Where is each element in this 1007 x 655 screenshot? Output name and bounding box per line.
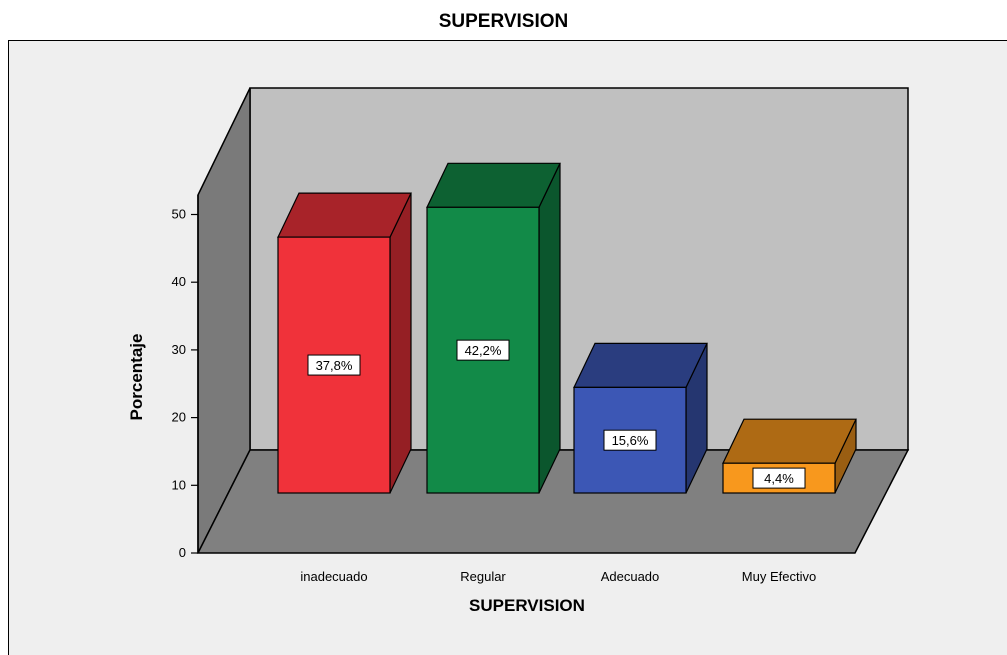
- data-label-box: [307, 354, 361, 376]
- y-tick-label: 0: [179, 545, 186, 560]
- bar-adecuado: 15,6% Adecuado: [573, 342, 708, 584]
- data-label: 42,2%: [465, 343, 502, 358]
- bar-regular: 42,2% Regular: [426, 162, 561, 584]
- x-category-label: inadecuado: [300, 569, 367, 584]
- chart-title: SUPERVISION: [438, 11, 569, 32]
- x-axis-title: SUPERVISION: [469, 596, 585, 615]
- bar-top: [573, 342, 708, 388]
- bar-top: [722, 418, 857, 464]
- bar-top: [277, 192, 412, 238]
- data-label: 15,6%: [612, 433, 649, 448]
- x-category-label: Regular: [460, 569, 506, 584]
- bar-inadecuado: 37,8% inadecuado: [277, 192, 412, 584]
- y-tick-label: 30: [172, 342, 186, 357]
- data-label: 37,8%: [316, 358, 353, 373]
- bar-side: [389, 192, 412, 494]
- y-tick-label: 20: [172, 410, 186, 425]
- x-category-label: Muy Efectivo: [742, 569, 816, 584]
- bar-top: [426, 162, 561, 208]
- y-tick-label: 40: [172, 274, 186, 289]
- y-tick-label: 50: [172, 207, 186, 222]
- bar-muy-efectivo: 4,4% Muy Efectivo: [722, 418, 857, 584]
- data-label-box: [603, 429, 657, 451]
- data-label-box: [752, 467, 806, 489]
- data-label: 4,4%: [764, 471, 794, 486]
- x-category-label: Adecuado: [601, 569, 660, 584]
- data-label-box: [456, 339, 510, 361]
- y-axis-title: Porcentaje: [127, 334, 146, 421]
- y-tick-label: 10: [172, 477, 186, 492]
- bar-side: [538, 163, 561, 494]
